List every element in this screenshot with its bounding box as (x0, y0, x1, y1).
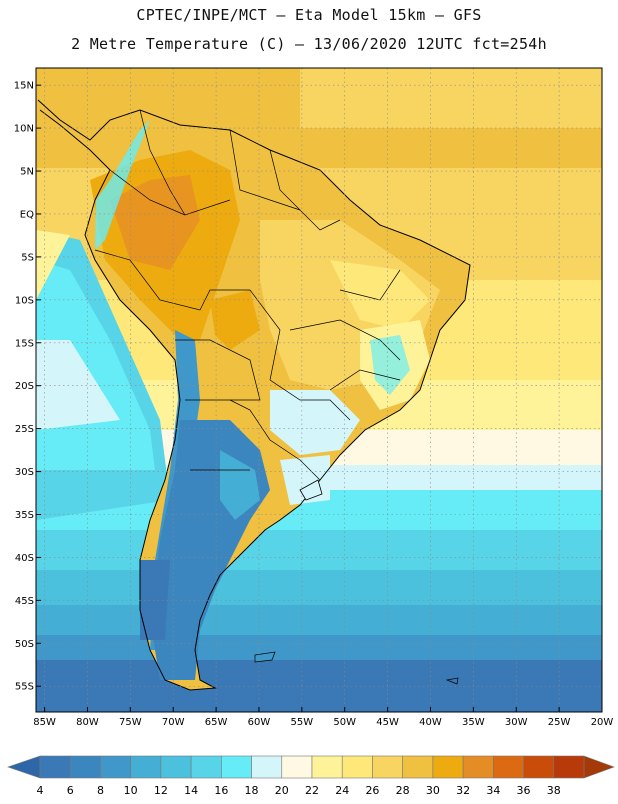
lon-tick-label: 75W (119, 717, 142, 728)
colorbar-label: 4 (37, 784, 44, 797)
lat-tick-label: 55S (15, 682, 34, 693)
colorbar-swatch (372, 755, 403, 779)
lon-tick-label: 20W (591, 717, 614, 728)
title-line-2: 2 Metre Temperature (C) – 13/06/2020 12U… (71, 35, 547, 53)
lon-tick-label: 40W (419, 717, 442, 728)
colorbar-swatch (493, 755, 524, 779)
lon-tick-label: 25W (548, 717, 571, 728)
lat-tick-label: 5S (21, 252, 34, 263)
colorbar-swatch (553, 755, 585, 779)
colorbar-swatch (281, 755, 313, 779)
lon-tick-label: 55W (291, 717, 314, 728)
colorbar-swatch (523, 755, 555, 779)
lon-tick-label: 45W (376, 717, 399, 728)
map-frame (35, 67, 603, 713)
lat-tick-label: 10N (14, 124, 34, 135)
colorbar-label: 16 (214, 784, 228, 797)
lon-tick-label: 85W (33, 717, 56, 728)
colorbar-label: 36 (517, 784, 531, 797)
colorbar-label: 22 (305, 784, 319, 797)
colorbar-label: 8 (97, 784, 104, 797)
colorbar-label: 24 (335, 784, 349, 797)
longitude-tick-labels: 85W 80W 75W 70W 65W 60W 55W 50W 45W 40W 35W 30W 25W 2… (33, 717, 613, 728)
lat-tick-label: EQ (20, 209, 34, 220)
colorbar-swatch (251, 755, 283, 779)
lat-tick-label: 15N (14, 81, 34, 92)
colorbar-label: 26 (365, 784, 379, 797)
lat-tick-label: 30S (15, 467, 34, 478)
lat-tick-label: 5N (20, 167, 34, 178)
lon-tick-label: 65W (205, 717, 228, 728)
colorbar-swatch (100, 755, 131, 779)
lon-tick-label: 80W (76, 717, 99, 728)
colorbar-label: 6 (67, 784, 74, 797)
lon-tick-label: 35W (462, 717, 485, 728)
colorbar-swatch (311, 755, 343, 779)
colorbar-label: 30 (426, 784, 440, 797)
lat-tick-label: 15S (15, 338, 34, 349)
colorbar-swatch (341, 755, 373, 779)
latitude-tick-labels: 15N 10N 5N EQ 5S 10S 15S 20S 25S 30S 35S 40S 45S 50S 5… (14, 81, 34, 693)
lat-tick-label: 25S (15, 424, 34, 435)
lat-tick-label: 20S (15, 381, 34, 392)
lat-tick-label: 10S (15, 295, 34, 306)
lon-tick-label: 50W (333, 717, 356, 728)
colorbar-swatch (221, 755, 252, 779)
colorbar-swatch (69, 755, 101, 779)
colorbar-label: 38 (547, 784, 561, 797)
lon-tick-label: 60W (248, 717, 271, 728)
temperature-field (36, 68, 602, 712)
colorbar-swatch (462, 755, 494, 779)
colorbar-label: 18 (245, 784, 259, 797)
lon-tick-label: 70W (162, 717, 185, 728)
temperature-colorbar: 4 6 8 10 12 14 16 18 20 22 24 26 28 30 32 34 36 38 (7, 755, 615, 797)
colorbar-swatch (402, 755, 434, 779)
colorbar-label: 12 (154, 784, 168, 797)
lat-tick-label: 40S (15, 553, 34, 564)
colorbar-label: 34 (486, 784, 500, 797)
colorbar-label: 20 (275, 784, 289, 797)
lat-tick-label: 45S (15, 596, 34, 607)
lon-tick-label: 30W (505, 717, 528, 728)
lat-tick-label: 50S (15, 639, 34, 650)
colorbar-left-arrow (7, 755, 41, 779)
colorbar-swatch (160, 755, 192, 779)
colorbar-swatch (39, 755, 71, 779)
title-line-1: CPTEC/INPE/MCT – Eta Model 15km – GFS (136, 6, 482, 24)
colorbar-swatch (130, 755, 162, 779)
colorbar-label: 28 (396, 784, 410, 797)
colorbar-right-arrow (583, 755, 615, 779)
colorbar-label: 10 (124, 784, 138, 797)
colorbar-swatch (190, 755, 222, 779)
colorbar-swatch (432, 755, 464, 779)
lat-tick-label: 35S (15, 510, 34, 521)
colorbar-label: 32 (456, 784, 470, 797)
colorbar-label: 14 (184, 784, 198, 797)
